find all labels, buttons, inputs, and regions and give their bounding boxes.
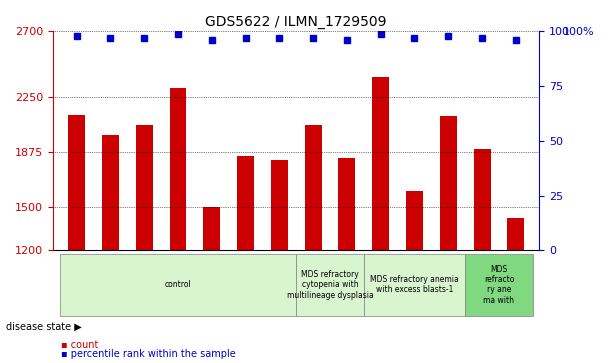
Text: disease state ▶: disease state ▶	[6, 322, 82, 332]
FancyBboxPatch shape	[296, 254, 364, 315]
Text: MDS
refracto
ry ane
ma with: MDS refracto ry ane ma with	[483, 265, 514, 305]
FancyBboxPatch shape	[364, 254, 465, 315]
Text: ▪ percentile rank within the sample: ▪ percentile rank within the sample	[61, 349, 235, 359]
Title: GDS5622 / ILMN_1729509: GDS5622 / ILMN_1729509	[206, 15, 387, 29]
FancyBboxPatch shape	[465, 254, 533, 315]
Bar	[102, 135, 119, 250]
Y-axis label: 100%: 100%	[562, 27, 594, 37]
Bar	[68, 115, 85, 250]
Bar	[372, 77, 389, 250]
Text: MDS refractory
cytopenia with
multilineage dysplasia: MDS refractory cytopenia with multilinea…	[286, 270, 373, 299]
Bar	[474, 149, 491, 250]
Bar	[508, 219, 524, 250]
Text: control: control	[165, 280, 192, 289]
FancyBboxPatch shape	[60, 254, 296, 315]
Bar	[339, 159, 355, 250]
Bar	[440, 116, 457, 250]
Bar	[271, 160, 288, 250]
Bar	[406, 191, 423, 250]
Bar	[237, 156, 254, 250]
Bar	[136, 125, 153, 250]
Text: MDS refractory anemia
with excess blasts-1: MDS refractory anemia with excess blasts…	[370, 275, 459, 294]
Bar	[305, 125, 322, 250]
Bar	[203, 207, 220, 250]
Text: ▪ count: ▪ count	[61, 340, 98, 350]
Bar	[170, 88, 187, 250]
